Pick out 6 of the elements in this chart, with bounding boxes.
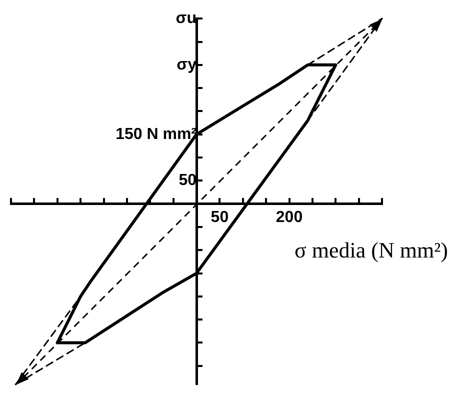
y-tick-label: 150 N mm² — [116, 126, 196, 143]
x-axis-title: σ media (N mm²) — [294, 238, 448, 263]
y-tick-label: σy — [176, 56, 197, 74]
y-tick-label: σu — [176, 10, 196, 28]
x-tick-label: 200 — [276, 208, 303, 226]
y-tick-label: 50 — [178, 172, 197, 190]
